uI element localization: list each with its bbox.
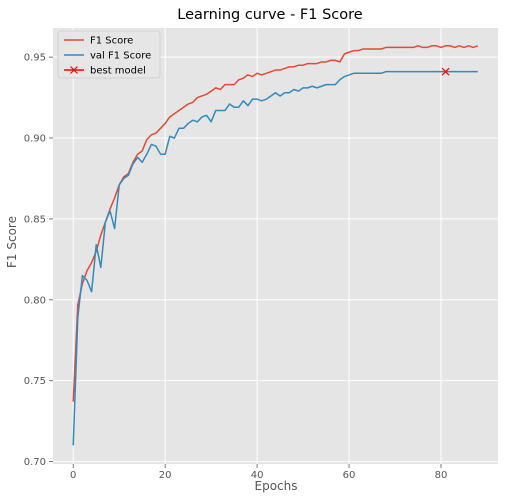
y-tick-label: 0.95 — [24, 53, 46, 64]
train-f1-line — [72, 45, 479, 402]
legend-label: F1 Score — [90, 36, 133, 47]
x-tick-label: 60 — [343, 470, 356, 481]
legend: F1 Score val F1 Score best model — [57, 30, 161, 79]
val-f1-line — [72, 70, 478, 446]
best-model-marker — [441, 67, 450, 76]
tick-labels: 0 20 40 60 80 0.70 0.75 0.80 0.85 0.90 0.95 — [24, 53, 448, 481]
plot-area — [53, 28, 498, 464]
legend-box — [57, 30, 161, 79]
legend-x-mark — [70, 66, 78, 74]
x-tick-label: 0 — [70, 470, 76, 481]
x-tick-label: 40 — [251, 470, 264, 481]
y-tick-label: 0.75 — [24, 376, 46, 387]
legend-label: best model — [90, 66, 146, 77]
y-tick-label: 0.80 — [24, 295, 46, 306]
legend-entry-best-model: best model — [64, 66, 146, 77]
y-tick-label: 0.85 — [24, 214, 46, 225]
x-tick-label: 80 — [435, 470, 448, 481]
series-lines — [72, 45, 479, 446]
y-axis-label: F1 Score — [5, 216, 19, 268]
best-model-marker-stroke — [441, 67, 450, 76]
legend-label: val F1 Score — [90, 51, 151, 62]
legend-entry-val-f1-score: val F1 Score — [64, 51, 151, 62]
markers — [441, 67, 450, 76]
y-tick-label: 0.70 — [24, 457, 46, 468]
chart-title: Learning curve - F1 Score — [177, 7, 362, 23]
x-tick-label: 20 — [159, 470, 172, 481]
y-tick-label: 0.90 — [24, 134, 46, 145]
plot-background — [53, 28, 498, 464]
x-axis-label: Epochs — [255, 479, 298, 493]
grid-lines — [53, 28, 498, 464]
legend-entry-f1-score: F1 Score — [64, 36, 133, 47]
